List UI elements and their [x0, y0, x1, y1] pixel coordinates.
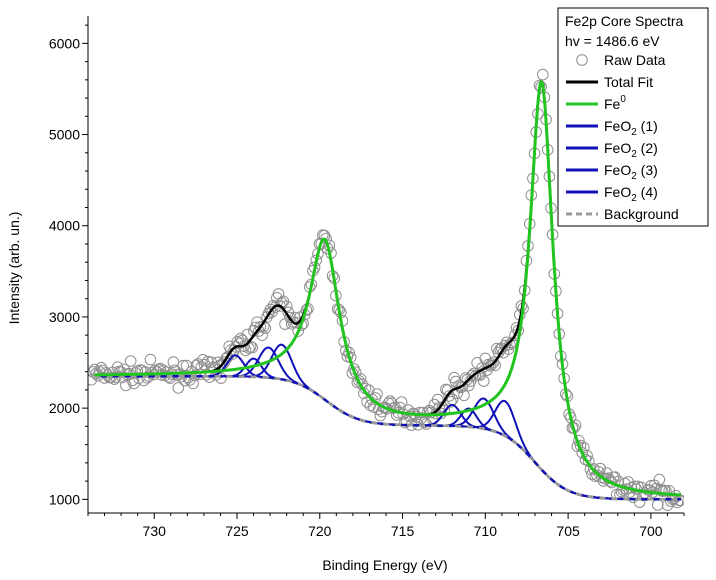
raw-data-point [537, 68, 549, 81]
y-tick-label: 4000 [49, 218, 80, 234]
raw-data-point [656, 485, 669, 498]
raw-data-point [569, 419, 582, 432]
x-tick-label: 715 [391, 523, 415, 539]
raw-data-point [197, 354, 209, 366]
x-tick-label: 730 [143, 523, 167, 539]
raw-data-point [487, 356, 500, 369]
y-tick-label: 6000 [49, 35, 80, 51]
raw-data-point [124, 355, 137, 367]
y-tick-label: 2000 [49, 400, 80, 416]
raw-data-point [655, 484, 667, 497]
raw-data-point [187, 377, 199, 390]
x-tick-label: 725 [225, 523, 249, 539]
raw-data-point [484, 360, 497, 372]
x-tick-label: 720 [308, 523, 332, 539]
raw-data-point [477, 375, 490, 387]
raw-data-point [443, 390, 456, 402]
raw-data-point [458, 389, 470, 402]
raw-data-point [594, 462, 607, 475]
raw-data-point [246, 341, 258, 354]
raw-data-point [633, 496, 646, 508]
raw-data-point [371, 388, 383, 400]
raw-data-point [651, 499, 664, 511]
raw-data-point [234, 332, 247, 345]
legend: Fe2p Core Spectra hv = 1486.6 eV Raw Data T… [557, 7, 709, 227]
raw-data-point [504, 338, 516, 351]
legend-label-feo2_2: FeO2 (2) [604, 140, 658, 160]
raw-data-point [353, 375, 365, 387]
raw-data-point [410, 411, 423, 423]
raw-data-point [445, 396, 457, 408]
legend-label-feo2_4: FeO2 (4) [604, 184, 658, 204]
x-axis-title: Binding Energy (eV) [322, 557, 447, 573]
axes: 730 725 720 715 710 705 700 1000 2000 3000 4000 500… [49, 16, 685, 539]
raw-data-point [144, 353, 157, 366]
y-axis-title: Intensity (arb. un.) [6, 212, 22, 325]
raw-data-point [671, 496, 684, 509]
raw-data-point [628, 480, 641, 493]
x-tick-label: 710 [474, 523, 498, 539]
y-tick-label: 3000 [49, 309, 80, 325]
fe0-line [94, 80, 681, 497]
raw-data-point [205, 356, 217, 369]
legend-label-feo2_1: FeO2 (1) [604, 118, 658, 138]
legend-subtitle: hv = 1486.6 eV [565, 33, 660, 49]
raw-data-point [98, 372, 111, 384]
legend-key-raw [576, 54, 588, 66]
legend-label-background: Background [604, 206, 679, 222]
legend-label-fe0: Fe0 [604, 94, 626, 112]
feo2-component-line-1 [94, 343, 681, 501]
legend-title: Fe2p Core Spectra [565, 13, 683, 29]
background-dash-overlay [94, 374, 681, 501]
legend-label-raw: Raw Data [604, 52, 666, 68]
raw-data-point [660, 485, 672, 497]
raw-data-point [215, 372, 227, 385]
raw-data-point [500, 336, 513, 349]
x-tick-label: 700 [639, 523, 663, 539]
raw-data-point [390, 409, 403, 421]
raw-data-point [468, 367, 480, 380]
raw-data-point [395, 396, 408, 408]
raw-data-point [418, 416, 431, 429]
x-tick-label: 705 [556, 523, 580, 539]
raw-data-point [417, 406, 429, 419]
raw-data-point [454, 381, 467, 394]
legend-label-feo2_3: FeO2 (3) [604, 162, 658, 182]
legend-label-total: Total Fit [604, 74, 653, 90]
raw-data-point [172, 382, 185, 394]
plot-area [88, 68, 684, 512]
raw-data-point [177, 359, 189, 372]
raw-data-point [241, 328, 254, 341]
y-tick-label: 5000 [49, 127, 80, 143]
raw-data-point [609, 471, 621, 483]
raw-data-point [479, 352, 492, 365]
y-tick-label: 1000 [49, 491, 80, 507]
raw-data-point [200, 368, 212, 381]
legend-box [557, 7, 709, 227]
raw-data-point [256, 329, 268, 342]
raw-data-point [438, 404, 451, 417]
